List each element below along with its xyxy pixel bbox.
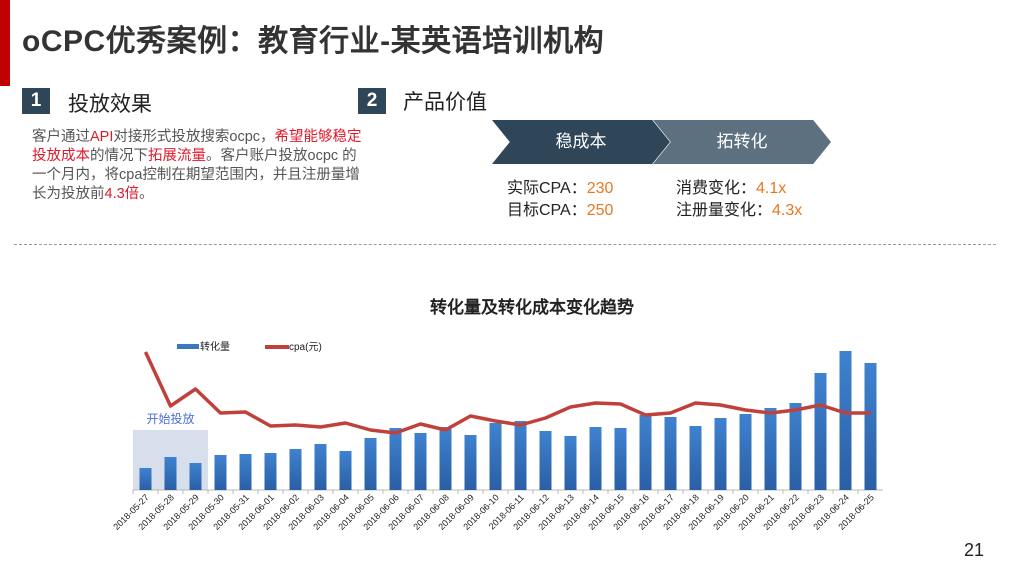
metric-value: 230: [586, 180, 614, 197]
chevron-expand-conversion: 拓转化: [653, 120, 831, 164]
cpa-line: [143, 351, 871, 435]
bar-2018-06-19: [714, 418, 727, 490]
chart-title: 转化量及转化成本变化趋势: [430, 297, 634, 317]
desc-fragment: 。客户账户投放ocpc 的一个月内，将cpa控制在期望范围内，并且注册量增长为投…: [32, 148, 360, 202]
bar-2018-06-16: [639, 415, 652, 490]
divider: [14, 244, 996, 245]
bar-2018-06-14: [589, 427, 602, 490]
metric-label: 实际CPA：: [507, 180, 587, 197]
desc-fragment: 拓展流量: [148, 148, 206, 164]
bar-2018-06-07: [414, 433, 427, 490]
desc-fragment: 对接形式投放搜索ocpc，: [113, 129, 275, 145]
bar-2018-06-12: [539, 431, 552, 490]
page-number: 21: [964, 540, 985, 560]
bar-2018-06-24: [839, 351, 852, 490]
desc-fragment: 客户通过: [32, 129, 90, 145]
bar-2018-06-09: [464, 435, 477, 490]
bar-2018-05-30: [214, 455, 227, 490]
bar-2018-06-21: [764, 408, 777, 490]
section-1-description: 客户通过API对接形式投放搜索ocpc，希望能够稳定投放成本的情况下拓展流量。客…: [32, 128, 362, 204]
launch-annotation: 开始投放: [146, 411, 194, 426]
bar-2018-06-10: [489, 423, 502, 490]
section-1-number: 1: [22, 88, 50, 114]
bar-2018-06-03: [314, 444, 327, 490]
chevron-label: 稳成本: [555, 132, 607, 151]
bar-2018-06-13: [564, 436, 577, 490]
bar-2018-06-18: [689, 426, 702, 490]
metric-value: 4.3x: [772, 202, 803, 219]
metrics-change: 消费变化：4.1x 注册量变化：4.3x: [676, 178, 802, 222]
section-1-heading: 投放效果: [68, 93, 152, 116]
bar-2018-06-05: [364, 438, 377, 490]
section-2-number: 2: [358, 88, 386, 114]
legend-label: 转化量: [200, 340, 230, 353]
bar-2018-06-22: [789, 403, 802, 490]
bar-2018-06-11: [514, 421, 527, 490]
desc-fragment: 4.3倍: [104, 186, 140, 202]
bar-2018-06-15: [614, 428, 627, 490]
desc-fragment: API: [90, 129, 114, 145]
metric-label: 目标CPA：: [507, 202, 587, 219]
metrics-cpa: 实际CPA：230 目标CPA：250: [507, 178, 613, 222]
metric-value: 4.1x: [756, 180, 787, 197]
bar-2018-05-27: [139, 468, 152, 490]
desc-fragment: 的情况下: [90, 148, 148, 164]
bar-2018-06-25: [864, 363, 877, 490]
bar-2018-06-02: [289, 449, 302, 490]
bar-2018-06-04: [339, 451, 352, 490]
bar-2018-06-06: [389, 428, 402, 490]
legend-bar-swatch: [177, 344, 199, 349]
metric-value: 250: [586, 202, 614, 219]
bar-2018-05-29: [189, 463, 202, 490]
bar-2018-06-20: [739, 414, 752, 490]
metric-label: 消费变化：: [676, 180, 757, 197]
bar-2018-06-08: [439, 427, 452, 490]
metric-label: 注册量变化：: [676, 202, 773, 219]
bar-2018-06-01: [264, 453, 277, 490]
bar-2018-06-23: [814, 373, 827, 490]
desc-fragment: 希望能够稳定投放成本: [32, 129, 362, 164]
desc-fragment: 。: [139, 186, 154, 202]
legend-label: cpa(元): [289, 342, 322, 353]
bar-2018-05-28: [164, 457, 177, 490]
page-title: oCPC优秀案例：教育行业-某英语培训机构: [22, 25, 605, 58]
title-accent-bar: [0, 0, 10, 86]
chevron-stable-cost: 稳成本: [492, 120, 670, 164]
chevron-label: 拓转化: [716, 132, 768, 151]
section-2-heading: 产品价值: [403, 91, 487, 114]
bar-2018-05-31: [239, 454, 252, 490]
bar-2018-06-17: [664, 417, 677, 490]
